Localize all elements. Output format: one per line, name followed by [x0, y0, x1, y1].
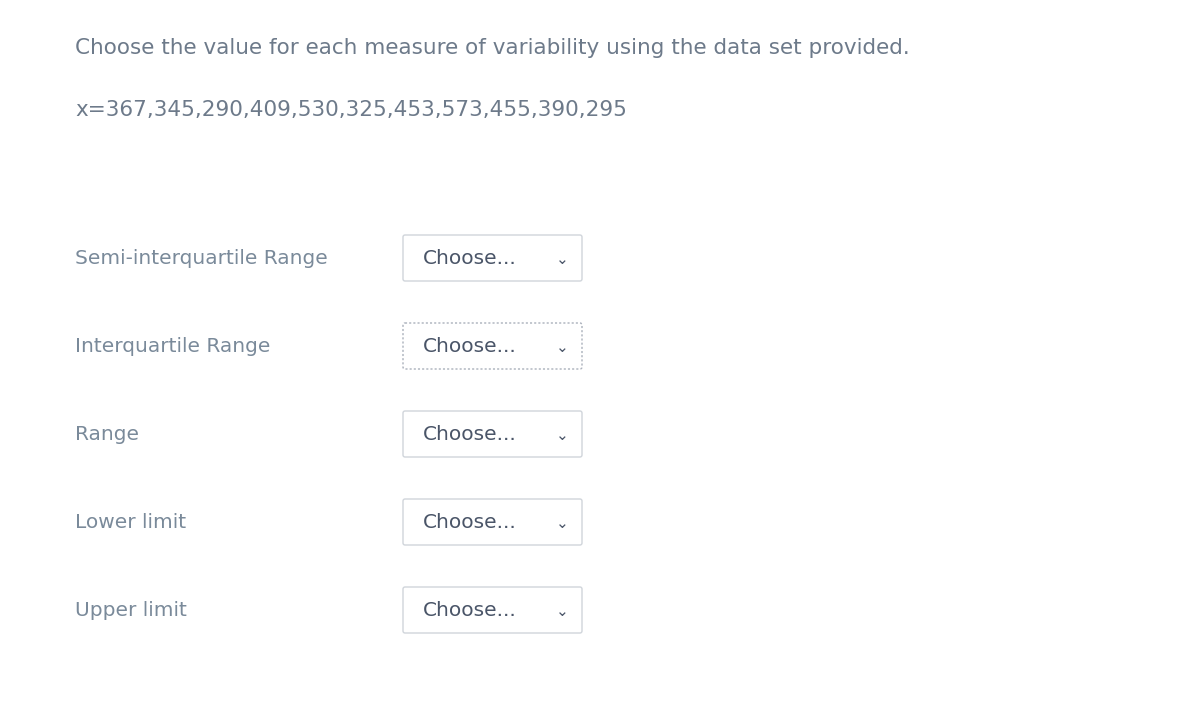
FancyBboxPatch shape: [403, 235, 581, 281]
Text: Choose...: Choose...: [423, 248, 517, 268]
FancyBboxPatch shape: [403, 587, 581, 633]
Text: Semi-interquartile Range: Semi-interquartile Range: [75, 248, 327, 268]
Text: Choose...: Choose...: [423, 601, 517, 620]
Text: ⌄: ⌄: [556, 604, 568, 618]
FancyBboxPatch shape: [403, 411, 581, 457]
Text: Interquartile Range: Interquartile Range: [75, 336, 271, 355]
Text: Lower limit: Lower limit: [75, 512, 186, 531]
Text: Choose...: Choose...: [423, 336, 517, 355]
Text: Range: Range: [75, 425, 139, 444]
Text: Choose...: Choose...: [423, 512, 517, 531]
Text: ⌄: ⌄: [556, 515, 568, 531]
Text: Choose the value for each measure of variability using the data set provided.: Choose the value for each measure of var…: [75, 38, 910, 58]
Text: ⌄: ⌄: [556, 339, 568, 355]
Text: Upper limit: Upper limit: [75, 601, 187, 620]
Text: ⌄: ⌄: [556, 428, 568, 442]
Text: x=367,345,290,409,530,325,453,573,455,390,295: x=367,345,290,409,530,325,453,573,455,39…: [75, 100, 627, 120]
FancyBboxPatch shape: [403, 323, 581, 369]
Text: Choose...: Choose...: [423, 425, 517, 444]
Text: ⌄: ⌄: [556, 252, 568, 266]
FancyBboxPatch shape: [403, 499, 581, 545]
